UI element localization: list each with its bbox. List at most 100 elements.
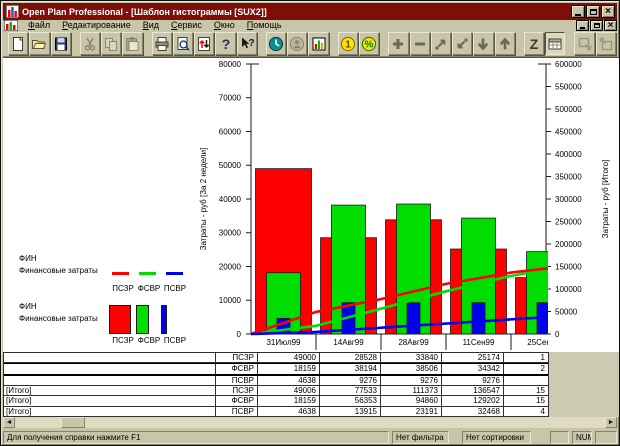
add-button[interactable] <box>388 32 409 55</box>
context-help-icon: ? <box>239 36 255 52</box>
status-bar: Для получения справки нажмите F1 Нет фил… <box>3 429 617 445</box>
toolbar-separator <box>330 32 338 55</box>
open-file-button[interactable] <box>29 32 50 55</box>
value-cell: 56353 <box>319 396 380 406</box>
menu-item-help[interactable]: Помощь <box>246 20 282 30</box>
paste-button <box>122 32 143 55</box>
table-row-1[interactable]: ФСВР 18159 38194 38506 34342 2 <box>4 363 548 376</box>
context-help-button[interactable]: ? <box>236 32 257 55</box>
row-group-cell: [Итого] <box>6 406 32 416</box>
table-row-3[interactable]: [Итого] ПСЗР 49006 77533 111373 136547 15 <box>4 385 548 397</box>
toolbar-separator <box>566 32 574 55</box>
add-icon <box>390 36 406 52</box>
timescale-z-icon: Z <box>526 36 542 52</box>
rollup-icon <box>196 36 212 52</box>
table-row-5[interactable]: [Итого] ПСВР 4638 13915 23191 32468 4 <box>4 406 548 416</box>
value-cell: 34342 <box>441 364 503 374</box>
line-ФСВР <box>251 268 548 336</box>
menu-item-edit[interactable]: Редактирование <box>62 20 131 30</box>
restore-button[interactable] <box>586 5 600 18</box>
value-cell: 33840 <box>380 353 441 363</box>
spreadsheet-view-button[interactable] <box>545 32 566 55</box>
minimize-button[interactable] <box>571 5 585 18</box>
time-analysis-button[interactable] <box>265 32 287 55</box>
resource-button <box>287 32 308 55</box>
row-code-cell: ПСЗР <box>215 385 257 396</box>
toolbar-separator <box>380 32 388 55</box>
new-file-button[interactable] <box>8 32 29 55</box>
scroll-left-button[interactable]: ◄ <box>3 417 15 428</box>
histogram-chart: 0 10000 20000 30000 40000 50000 60000 70000 8000… <box>199 60 610 350</box>
status-blank-1 <box>550 430 569 444</box>
svg-text:31Июл99: 31Июл99 <box>266 338 301 347</box>
print-preview-button[interactable] <box>172 32 194 55</box>
menu-item-file[interactable]: Файл <box>28 20 51 30</box>
mdi-close-button[interactable]: × <box>604 20 617 31</box>
menu-bar: Файл Редактирование Вид Сервис Окно Помощь × <box>3 20 617 31</box>
value-cell: 49006 <box>257 385 319 396</box>
svg-text:500000: 500000 <box>555 105 582 114</box>
value-cell: 4638 <box>257 375 319 385</box>
mdi-minimize-button[interactable] <box>576 20 589 31</box>
move-down-icon <box>475 36 491 52</box>
right-axis-title: Затраты - руб [Итого] <box>601 160 610 239</box>
save-file-icon <box>53 36 69 52</box>
horizontal-scrollbar[interactable]: ◄ ► <box>3 417 617 428</box>
move-up-button[interactable] <box>494 32 515 55</box>
mdi-restore-button[interactable] <box>590 20 603 31</box>
minimize-icon <box>575 13 581 16</box>
rollup-button[interactable] <box>194 32 215 55</box>
timescale-z-button[interactable]: Z <box>523 32 545 55</box>
menu-item-window[interactable]: Окно <box>213 20 235 30</box>
move-in-button[interactable] <box>452 32 473 55</box>
value-cell: 94860 <box>380 396 441 406</box>
svg-text:25Сен99: 25Сен99 <box>527 338 560 347</box>
table-row-4[interactable]: [Итого] ФСВР 18159 56353 94860 129202 15 <box>4 396 548 407</box>
row-code-cell: ФСВР <box>215 364 257 374</box>
histogram-view-button[interactable] <box>308 32 329 55</box>
remove-icon <box>412 36 428 52</box>
close-button[interactable]: × <box>601 5 615 18</box>
percent-button[interactable]: % <box>358 32 380 55</box>
currency-button[interactable]: 1 <box>337 32 358 55</box>
bar-ПСВР-2 <box>406 302 421 335</box>
document-icon[interactable] <box>4 20 18 31</box>
title-bar: Open Plan Professional - [Шаблон гистогр… <box>3 3 617 20</box>
menu-item-tools[interactable]: Сервис <box>171 20 202 30</box>
table-row-2[interactable]: ПСВР 4638 9276 9276 9276 <box>4 375 548 386</box>
table-row-0[interactable]: ПСЗР 49000 28528 33840 25174 1 <box>4 353 548 364</box>
value-cell <box>503 375 548 385</box>
value-cell: 15 <box>503 385 548 396</box>
svg-text:400000: 400000 <box>555 150 582 159</box>
move-out-button[interactable] <box>430 32 452 55</box>
window-link2-button <box>595 32 616 55</box>
scroll-right-button[interactable]: ► <box>605 417 617 428</box>
legend1-subtitle: Финансовые затраты <box>19 266 98 275</box>
move-up-icon <box>497 36 513 52</box>
help-button[interactable]: ? <box>215 32 236 55</box>
status-filter: Нет фильтра <box>392 430 449 444</box>
cut-button <box>79 32 101 55</box>
row-code-cell: ПСВР <box>215 406 257 416</box>
row-group-cell <box>4 353 215 362</box>
value-cell: 18159 <box>257 396 319 406</box>
scrollbar-thumb[interactable] <box>61 417 85 428</box>
cut-icon <box>82 36 98 52</box>
menu-item-view[interactable]: Вид <box>142 20 159 30</box>
value-cell: 9276 <box>441 375 503 385</box>
toolbar: ?? 1% Z <box>3 31 617 57</box>
svg-text:200000: 200000 <box>555 240 582 249</box>
chart-panel: 0 10000 20000 30000 40000 50000 60000 70000 8000… <box>3 57 619 352</box>
svg-text:600000: 600000 <box>555 60 582 69</box>
legend-label: ФСВР <box>137 284 161 293</box>
new-file-icon <box>10 36 26 52</box>
app-icon[interactable] <box>6 5 19 18</box>
row-group-cell <box>4 376 215 385</box>
legend2-subtitle: Финансовые затраты <box>19 314 98 323</box>
remove-button[interactable] <box>409 32 430 55</box>
value-cell: 1 <box>503 353 548 363</box>
move-down-button[interactable] <box>473 32 494 55</box>
print-button[interactable] <box>151 32 172 55</box>
save-file-button[interactable] <box>50 32 71 55</box>
copy-button <box>101 32 122 55</box>
